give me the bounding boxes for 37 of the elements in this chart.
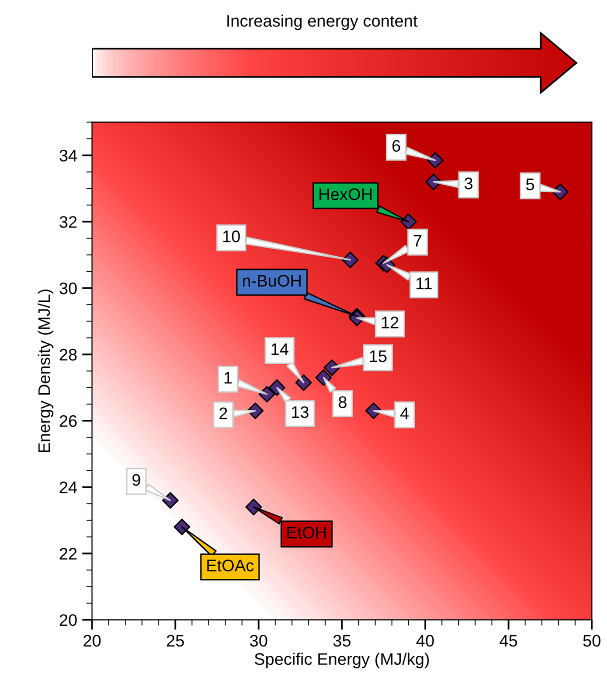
text: Increasing energy content bbox=[227, 14, 418, 30]
annotation: 4 bbox=[400, 408, 409, 420]
annotation: 5 bbox=[526, 178, 534, 190]
y-tick-label: 28 bbox=[60, 348, 77, 361]
annotation: 6 bbox=[392, 140, 400, 152]
annotation: EtOAc bbox=[207, 560, 254, 572]
y-tick-label: 22 bbox=[60, 548, 77, 560]
x-axis-title: Specific Energy (MJ/kg) bbox=[254, 652, 429, 668]
y-tick-label: 32 bbox=[60, 216, 77, 228]
annotation: 11 bbox=[416, 278, 432, 290]
x-tick-label: 30 bbox=[250, 634, 268, 647]
x-tick-label: 35 bbox=[333, 634, 350, 647]
annotation: 8 bbox=[338, 396, 347, 408]
y-tick-label: 30 bbox=[60, 282, 77, 294]
annotation: 2 bbox=[219, 407, 228, 420]
annotation: 3 bbox=[464, 178, 472, 190]
y-tick-label: 26 bbox=[60, 415, 77, 427]
annotation: 7 bbox=[414, 235, 422, 246]
annotation: EtOH bbox=[288, 526, 326, 538]
x-tick-label: 40 bbox=[416, 634, 434, 647]
annotation: n-BuOH bbox=[242, 274, 301, 287]
annotation: 13 bbox=[292, 406, 308, 418]
x-tick-label: 50 bbox=[583, 634, 600, 647]
annotation: HexOH bbox=[320, 188, 372, 200]
x-tick-label: 45 bbox=[500, 635, 518, 647]
y-axis-title: Energy Density (MJ/L) bbox=[38, 290, 54, 452]
annotation: 9 bbox=[132, 474, 140, 486]
y-tick-label: 24 bbox=[60, 482, 77, 494]
y-tick-label: 34 bbox=[60, 150, 77, 162]
y-tick-label: 20 bbox=[60, 614, 77, 626]
annotation: 14 bbox=[272, 343, 288, 355]
annotation: 12 bbox=[382, 316, 398, 328]
x-tick-label: 25 bbox=[166, 634, 184, 647]
x-tick-label: 20 bbox=[84, 634, 101, 647]
annotation: 15 bbox=[370, 350, 386, 362]
annotation: 10 bbox=[223, 230, 240, 242]
annotation: 1 bbox=[224, 372, 232, 384]
